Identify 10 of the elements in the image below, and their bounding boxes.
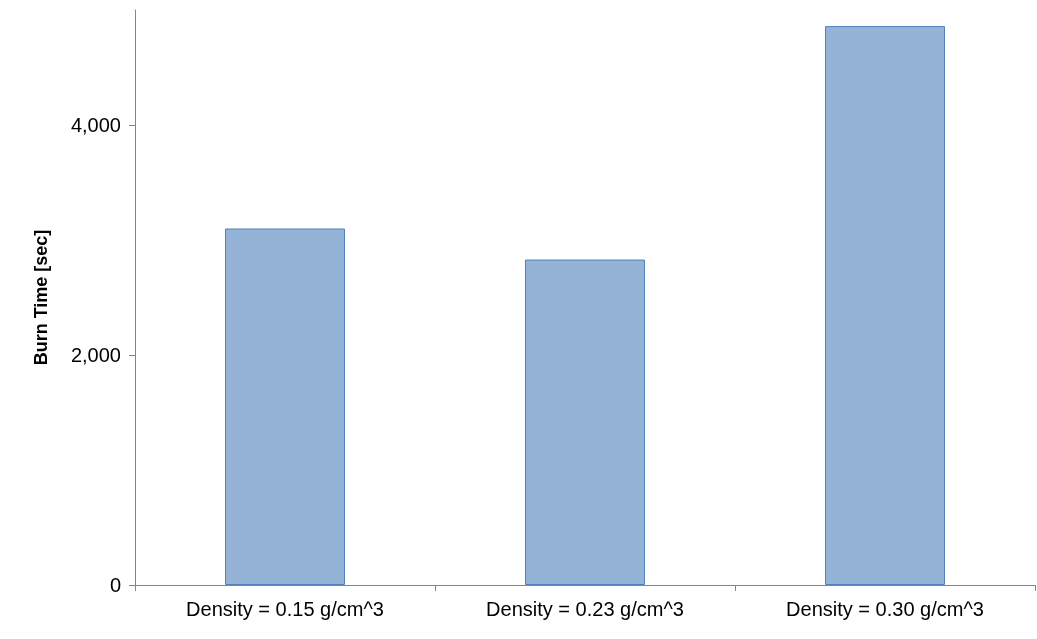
y-axis-title: Burn Time [sec] [31, 229, 51, 366]
bar [225, 228, 345, 585]
x-tick-label: Density = 0.23 g/cm^3 [486, 598, 684, 620]
y-tick-label: 0 [109, 574, 121, 596]
bar [825, 26, 945, 585]
x-tick-label: Density = 0.15 g/cm^3 [186, 598, 384, 620]
y-tick-label: 2,000 [70, 344, 121, 366]
x-tick-label: Density = 0.30 g/cm^3 [786, 598, 984, 620]
bar [525, 259, 645, 585]
y-tick-label: 4,000 [70, 114, 121, 136]
